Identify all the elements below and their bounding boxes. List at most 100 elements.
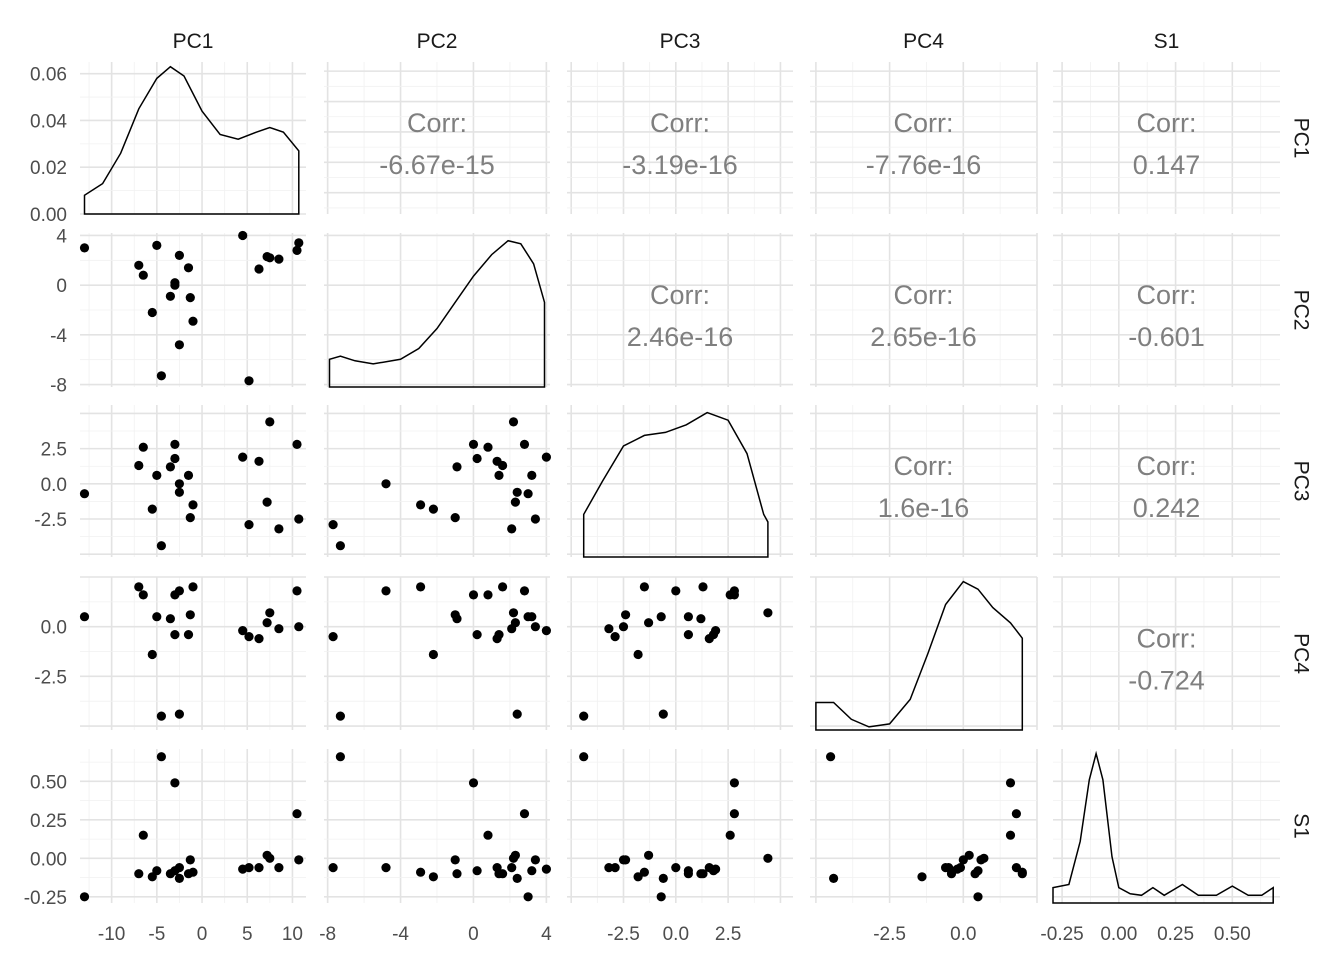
row-strip-label-S1: S1 — [1289, 813, 1312, 839]
scatter-point-PC4-S1 — [1005, 778, 1016, 788]
scatter-point-PC2-S1 — [452, 869, 462, 879]
scatter-point-PC2-PC3 — [507, 524, 517, 534]
scatter-point-PC2-PC4 — [483, 590, 493, 600]
scatter-point-PC2-PC3 — [523, 489, 533, 499]
scatter-point-PC3-S1 — [671, 863, 681, 873]
scatter-point-PC1-PC2 — [265, 253, 275, 263]
scatter-point-PC3-PC4 — [683, 612, 694, 622]
scatter-point-PC3-PC4 — [671, 586, 681, 596]
scatter-point-PC1-PC3 — [138, 442, 148, 452]
density-curve-S1 — [1052, 750, 1274, 904]
scatter-point-PC2-S1 — [428, 872, 438, 882]
scatter-point-PC3-PC4 — [658, 709, 668, 719]
scatter-point-PC1-PC2 — [238, 230, 248, 241]
x-tick-label-S1: 0.25 — [1157, 924, 1194, 945]
scatter-point-PC1-PC4 — [262, 618, 272, 628]
scatter-point-PC3-PC4 — [656, 612, 666, 622]
scatter-point-PC1-PC4 — [294, 622, 304, 632]
scatter-point-PC3-PC4 — [604, 624, 614, 634]
density-curve-PC2 — [328, 239, 546, 388]
scatter-point-PC1-PC4 — [152, 612, 162, 622]
scatter-point-PC2-S1 — [483, 830, 493, 840]
x-tick-label-PC2: -8 — [319, 924, 336, 945]
scatter-point-PC1-PC4 — [79, 612, 90, 622]
corr-label: Corr: — [1137, 451, 1197, 481]
scatter-point-PC2-PC3 — [530, 514, 541, 524]
scatter-point-PC1-PC2 — [174, 250, 184, 260]
scatter-point-PC2-PC3 — [328, 520, 338, 530]
row-strip-label-PC1: PC1 — [1289, 118, 1312, 159]
scatter-point-PC2-PC3 — [428, 504, 438, 514]
scatter-point-PC1-PC4 — [244, 632, 254, 642]
scatter-point-PC2-PC4 — [416, 582, 426, 592]
x-tick-label-PC1: 5 — [242, 924, 253, 945]
scatter-point-PC2-S1 — [472, 866, 482, 876]
scatter-point-PC1-PC4 — [238, 626, 248, 636]
column-strip-label-PC3: PC3 — [660, 30, 701, 53]
y-tick-label-density: 0.02 — [30, 158, 67, 179]
scatter-point-PC1-S1 — [265, 853, 275, 863]
scatter-point-PC1-PC4 — [138, 590, 148, 600]
scatter-point-PC1-PC2 — [134, 260, 144, 270]
x-tick-label-S1: -0.25 — [1040, 924, 1083, 945]
corr-value-PC2-PC4: 2.65e-16 — [870, 322, 977, 352]
scatter-point-PC1-PC4 — [185, 610, 195, 620]
scatter-point-PC4-S1 — [829, 873, 839, 884]
y-tick-label-PC3: -2.5 — [34, 510, 67, 531]
scatter-point-PC3-PC4 — [683, 630, 694, 640]
scatter-point-PC1-PC2 — [174, 340, 184, 350]
scatter-point-PC2-PC3 — [468, 439, 479, 449]
scatter-point-PC1-S1 — [292, 809, 302, 819]
scatter-point-PC1-PC2 — [138, 270, 148, 280]
x-tick-label-PC1: -5 — [148, 924, 165, 945]
scatter-point-PC3-S1 — [644, 850, 654, 860]
scatter-point-PC2-PC3 — [494, 470, 504, 480]
scatter-point-PC1-PC4 — [265, 608, 275, 618]
density-curve-PC3 — [582, 411, 769, 558]
scatter-point-PC3-S1 — [729, 778, 740, 788]
scatter-point-PC2-PC4 — [335, 711, 345, 721]
scatter-point-PC1-PC3 — [274, 524, 284, 534]
scatter-point-PC4-S1 — [1005, 830, 1016, 840]
scatter-point-PC3-S1 — [683, 869, 694, 879]
scatter-point-PC1-PC4 — [147, 649, 157, 660]
scatter-point-PC3-PC4 — [633, 649, 643, 660]
corr-label: Corr: — [894, 451, 954, 481]
scatter-point-PC2-S1 — [527, 866, 537, 876]
scatter-point-PC2-S1 — [328, 863, 338, 873]
column-strip-label-PC4: PC4 — [903, 30, 944, 53]
scatter-point-PC1-PC2 — [152, 240, 162, 250]
scatter-point-PC4-S1 — [1011, 809, 1022, 819]
corr-value-PC4-S1: -0.724 — [1128, 666, 1205, 696]
scatter-point-PC1-S1 — [138, 830, 148, 840]
scatter-point-PC2-PC3 — [381, 479, 391, 489]
scatter-point-PC1-PC3 — [79, 489, 90, 499]
row-strip-label-PC4: PC4 — [1289, 633, 1312, 674]
scatter-point-PC2-PC3 — [510, 497, 520, 507]
scatter-point-PC1-PC2 — [79, 243, 90, 253]
scatter-point-PC3-S1 — [763, 853, 773, 863]
scatter-point-PC3-S1 — [604, 863, 614, 873]
scatter-point-PC3-S1 — [696, 869, 706, 879]
scatter-point-PC1-PC2 — [170, 280, 180, 290]
scatter-point-PC3-S1 — [729, 809, 740, 819]
scatter-point-PC1-PC2 — [292, 245, 302, 255]
y-tick-label-S1: 0.00 — [30, 849, 67, 870]
y-tick-label-S1: 0.50 — [30, 772, 67, 793]
scatter-point-PC1-PC3 — [292, 439, 302, 449]
scatter-point-PC2-S1 — [507, 863, 517, 873]
scatter-point-PC2-PC4 — [541, 626, 552, 636]
scatter-point-PC2-PC3 — [450, 513, 460, 523]
scatter-point-PC3-PC4 — [696, 614, 706, 624]
scatter-point-PC1-S1 — [170, 778, 180, 788]
corr-label: Corr: — [650, 280, 710, 310]
density-curve-PC4 — [815, 580, 1024, 731]
corr-label: Corr: — [894, 280, 954, 310]
scatter-point-PC3-S1 — [633, 872, 643, 882]
scatter-point-PC1-PC3 — [244, 520, 254, 530]
corr-value-PC3-S1: 0.242 — [1133, 493, 1201, 523]
scatter-point-PC1-PC2 — [185, 293, 195, 303]
scatter-point-PC1-S1 — [185, 855, 195, 865]
scatter-point-PC3-S1 — [639, 867, 650, 877]
scatter-point-PC4-S1 — [973, 892, 983, 902]
